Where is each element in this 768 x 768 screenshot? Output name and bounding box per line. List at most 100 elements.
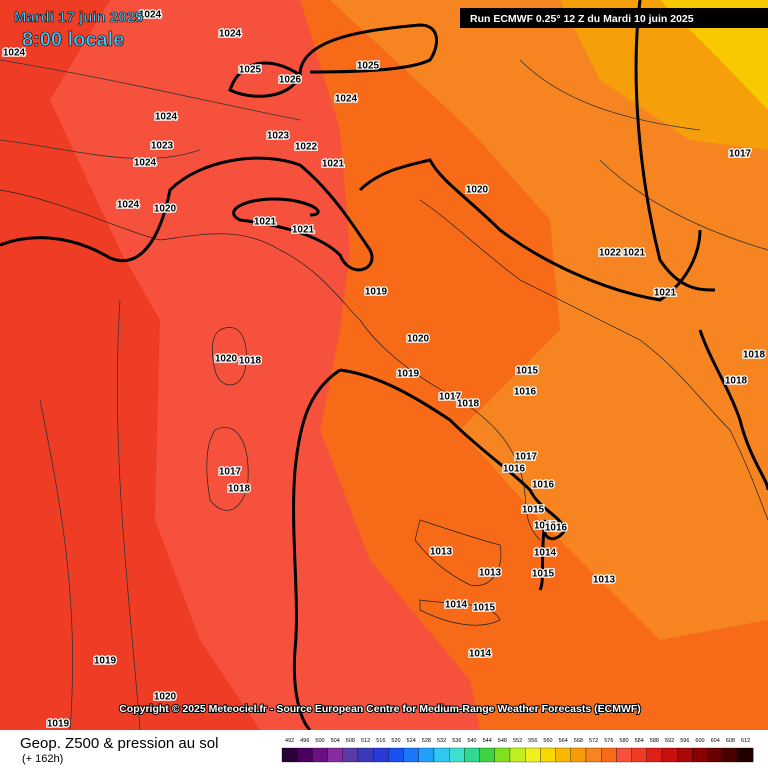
legend: 492 496 500 504 508 512 516 520 524 528 532 536 540 5…	[281, 738, 754, 763]
legend-label: 588	[650, 738, 659, 744]
footer-title: Geop. Z500 & pression au sol	[20, 735, 218, 752]
isobar-label: 1021	[254, 217, 277, 228]
isobar-label: 1020	[407, 334, 430, 345]
legend-swatch	[525, 747, 541, 763]
isobar-label: 1013	[593, 575, 616, 586]
legend-swatch	[737, 747, 754, 763]
legend-label: 524	[407, 738, 416, 744]
coast	[206, 327, 249, 511]
isobar-thick	[0, 156, 374, 272]
isobar-thick	[339, 368, 567, 591]
legend-swatch	[509, 747, 526, 763]
legend-label: 584	[635, 738, 644, 744]
isobar-label: 1022	[599, 248, 622, 259]
legend-label: 528	[422, 738, 431, 744]
isobar-label: 1016	[545, 523, 568, 534]
isobar-label: 1023	[267, 131, 290, 142]
isobar-label: 1013	[479, 568, 502, 579]
legend-label: 552	[513, 738, 522, 744]
isobar-label: 1020	[154, 692, 177, 703]
valid-date: Mardi 17 juin 2025	[14, 9, 143, 26]
isobar-label: 1021	[623, 248, 646, 259]
isobar-label: 1016	[503, 464, 526, 475]
isobar-label: 1021	[654, 288, 677, 299]
legend-swatch	[692, 747, 708, 763]
legend-swatch	[418, 747, 435, 763]
valid-time: 8:00 locale	[22, 29, 124, 51]
legend-swatch	[433, 747, 450, 763]
isobar-label: 1017	[515, 452, 538, 463]
isobar-label: 1024	[139, 10, 162, 21]
legend-swatch	[373, 747, 389, 763]
legend-swatch	[540, 747, 556, 763]
coastlines	[0, 59, 768, 731]
legend-swatch	[403, 747, 419, 763]
legend-label: 572	[589, 738, 598, 744]
legend-label: 556	[528, 738, 537, 744]
isobar-thick	[292, 368, 341, 732]
legend-swatch	[585, 747, 602, 763]
legend-label: 564	[559, 738, 568, 744]
isobar-label: 1024	[3, 48, 26, 59]
legend-label: 568	[574, 738, 583, 744]
isobar-label: 1018	[743, 350, 766, 361]
isobar-label: 1016	[514, 387, 537, 398]
coast	[0, 189, 541, 541]
legend-swatch	[677, 747, 693, 763]
isobar-label: 1024	[155, 112, 178, 123]
legend-label: 608	[726, 738, 735, 744]
legend-swatch	[555, 747, 571, 763]
legend-swatch	[464, 747, 480, 763]
legend-swatch	[646, 747, 663, 763]
legend-label: 580	[619, 738, 628, 744]
isobar-label: 1015	[532, 569, 555, 580]
isobar-label: 1018	[239, 356, 262, 367]
isobar-label: 1015	[516, 366, 539, 377]
isobar-label: 1026	[279, 75, 302, 86]
isobar-label: 1015	[522, 505, 545, 516]
legend-swatch	[281, 747, 298, 763]
legend-swatch	[312, 747, 328, 763]
isobar-label: 1017	[219, 467, 242, 478]
footer-lead: (+ 162h)	[22, 753, 63, 765]
isobar-label: 1015	[534, 521, 557, 532]
coast	[414, 519, 502, 626]
legend-label: 516	[376, 738, 385, 744]
isobar-label: 1025	[357, 61, 380, 72]
isobar-label: 1014	[445, 600, 468, 611]
isobar-label: 1019	[47, 719, 70, 730]
legend-swatch	[449, 747, 465, 763]
isobar-label: 1018	[725, 376, 748, 387]
legend-label: 504	[331, 738, 340, 744]
legend-label: 612	[741, 738, 750, 744]
run-info: Run ECMWF 0.25° 12 Z du Mardi 10 juin 20…	[470, 13, 694, 25]
legend-swatch	[297, 747, 313, 763]
isobar-label: 1020	[466, 185, 489, 196]
legend-label: 532	[437, 738, 446, 744]
isobar-label: 1022	[295, 142, 318, 153]
isobar-label: 1019	[94, 656, 117, 667]
legend-label: 548	[498, 738, 507, 744]
legend-label: 512	[361, 738, 370, 744]
legend-label: 600	[695, 738, 704, 744]
legend-label: 560	[543, 738, 552, 744]
legend-label: 500	[315, 738, 324, 744]
isobar-label: 1024	[335, 94, 358, 105]
legend-swatch	[707, 747, 723, 763]
thick-isobars	[0, 0, 768, 732]
legend-label: 520	[391, 738, 400, 744]
legend-swatch	[570, 747, 587, 763]
legend-label: 596	[680, 738, 689, 744]
zone-564	[0, 0, 260, 730]
isobar-label: 1016	[532, 480, 555, 491]
legend-swatch	[722, 747, 739, 763]
isobar-thick	[358, 0, 716, 302]
legend-swatch	[616, 747, 632, 763]
isobar-label: 1015	[473, 603, 496, 614]
isobar-label: 1013	[430, 547, 453, 558]
isobar-label: 1020	[215, 354, 238, 365]
legend-swatch	[601, 747, 617, 763]
isobar-label: 1017	[439, 392, 462, 403]
legend-label: 544	[483, 738, 492, 744]
